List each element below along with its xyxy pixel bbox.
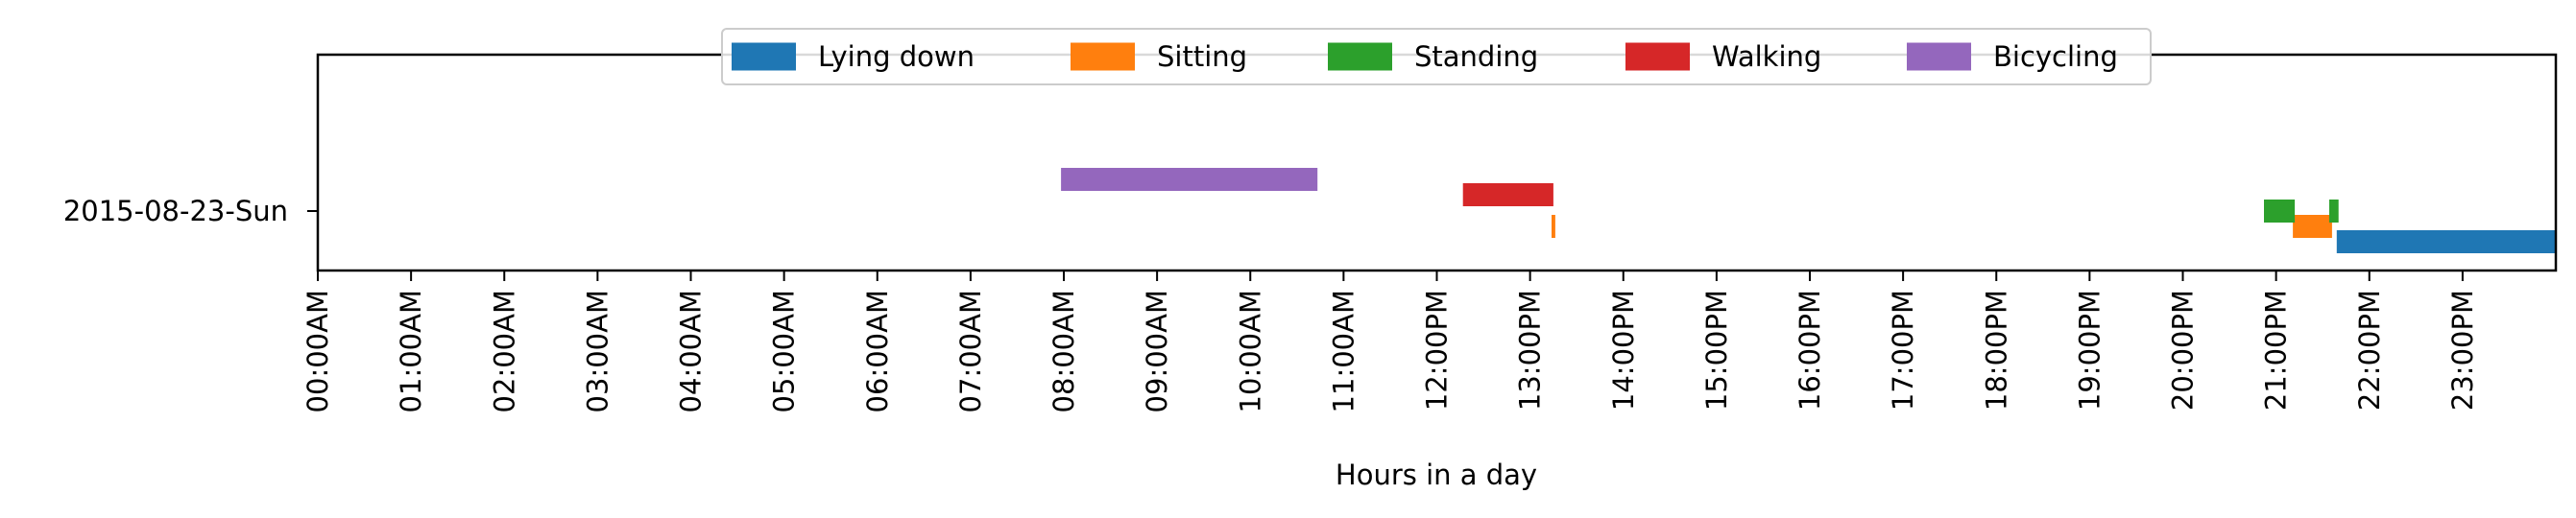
bar-sitting-1 bbox=[1552, 215, 1555, 238]
x-tick-label: 07:00AM bbox=[954, 290, 987, 412]
x-tick-label: 00:00AM bbox=[301, 290, 334, 412]
x-tick-label: 02:00AM bbox=[488, 290, 520, 412]
bar-sitting-2 bbox=[2293, 215, 2332, 238]
x-tick-label: 13:00PM bbox=[1514, 290, 1547, 411]
x-tick-label: 14:00PM bbox=[1607, 290, 1640, 411]
legend-swatch-walking bbox=[1625, 42, 1690, 71]
x-tick-label: 19:00PM bbox=[2073, 290, 2106, 411]
x-tick-label: 01:00AM bbox=[395, 290, 427, 412]
legend-label-sitting: Sitting bbox=[1157, 40, 1247, 73]
x-tick-label: 09:00AM bbox=[1141, 290, 1173, 412]
x-tick-label: 06:00AM bbox=[861, 290, 894, 412]
x-tick-label: 21:00PM bbox=[2260, 290, 2293, 411]
x-tick-label: 05:00AM bbox=[768, 290, 801, 412]
legend-label-walking: Walking bbox=[1712, 40, 1821, 73]
x-tick-label: 23:00PM bbox=[2446, 290, 2479, 411]
x-tick-label: 18:00PM bbox=[1980, 290, 2012, 411]
x-tick-label: 08:00AM bbox=[1047, 290, 1080, 412]
x-tick-label: 10:00AM bbox=[1234, 290, 1266, 412]
bar-standing-1 bbox=[2264, 200, 2296, 223]
x-tick-label: 15:00PM bbox=[1700, 290, 1733, 411]
bar-walking-1 bbox=[1462, 183, 1553, 206]
legend-swatch-bicycling bbox=[1907, 42, 1971, 71]
legend-swatch-lying-down bbox=[732, 42, 796, 71]
legend-swatch-standing bbox=[1328, 42, 1392, 71]
bar-lying-down-1 bbox=[2336, 230, 2556, 253]
legend-label-bicycling: Bicycling bbox=[1993, 40, 2118, 73]
x-tick-label: 12:00PM bbox=[1421, 290, 1454, 411]
x-tick-label: 03:00AM bbox=[581, 290, 614, 412]
activity-bars bbox=[1061, 168, 2556, 253]
legend: Lying down Sitting Standing Walking Bicyclin… bbox=[721, 28, 2152, 85]
legend-label-lying-down: Lying down bbox=[818, 40, 975, 73]
legend-label-standing: Standing bbox=[1414, 40, 1538, 73]
x-tick-label: 22:00PM bbox=[2353, 290, 2386, 411]
plot-frame bbox=[316, 53, 2558, 272]
y-axis: 2015-08-23-Sun bbox=[63, 195, 318, 227]
x-axis: 00:00AM 01:00AM 02:00AM 03:00AM 04:00AM 05:00… bbox=[301, 271, 2479, 412]
bar-standing-2 bbox=[2329, 200, 2339, 223]
x-tick-label: 20:00PM bbox=[2167, 290, 2200, 411]
x-tick-label: 17:00PM bbox=[1887, 290, 1919, 411]
x-tick-label: 11:00AM bbox=[1327, 290, 1360, 412]
x-axis-label: Hours in a day bbox=[1336, 459, 1537, 491]
legend-swatch-sitting bbox=[1071, 42, 1135, 71]
x-tick-label: 16:00PM bbox=[1794, 290, 1826, 411]
y-tick-label: 2015-08-23-Sun bbox=[63, 195, 288, 227]
bar-bicycling-1 bbox=[1061, 168, 1318, 191]
x-tick-label: 04:00AM bbox=[675, 290, 708, 412]
